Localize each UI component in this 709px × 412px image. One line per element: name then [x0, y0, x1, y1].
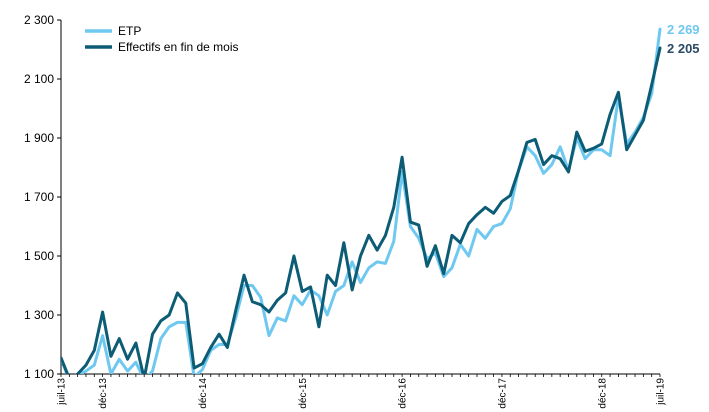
y-tick-label: 1 300	[24, 308, 54, 322]
y-tick-label: 1 700	[24, 190, 54, 204]
x-tick-label: juil-13	[57, 378, 68, 406]
legend: ETP Effectifs en fin de mois	[85, 24, 239, 54]
x-tick-label: déc-15	[298, 378, 309, 409]
y-tick-label: 2 100	[24, 72, 54, 86]
x-tick-label: déc-18	[597, 378, 608, 409]
series-layer	[61, 27, 662, 374]
axes: 1 100 1 300 1 500 1 700 1 900 2 100 2 300 juil-…	[24, 13, 667, 409]
end-value-label: 2 269	[667, 22, 700, 37]
x-tick-label: déc-17	[497, 378, 508, 409]
x-tick-label: juil-19	[656, 378, 667, 406]
y-tick-label: 1 900	[24, 131, 54, 145]
x-tick-label: déc-14	[198, 378, 209, 409]
legend-label: Effectifs en fin de mois	[118, 40, 239, 54]
x-tick-label: déc-13	[98, 378, 109, 409]
y-tick-label: 1 500	[24, 249, 54, 263]
x-tick-label: déc-16	[398, 378, 409, 409]
y-tick-label: 1 100	[24, 367, 54, 381]
end-value-label: 2 205	[667, 41, 700, 56]
legend-label: ETP	[118, 24, 141, 38]
y-tick-label: 2 300	[24, 13, 54, 27]
series-line-etp	[61, 27, 662, 374]
end-labels: 2 269 2 205	[667, 22, 700, 56]
series-line-effectifs	[61, 46, 662, 374]
